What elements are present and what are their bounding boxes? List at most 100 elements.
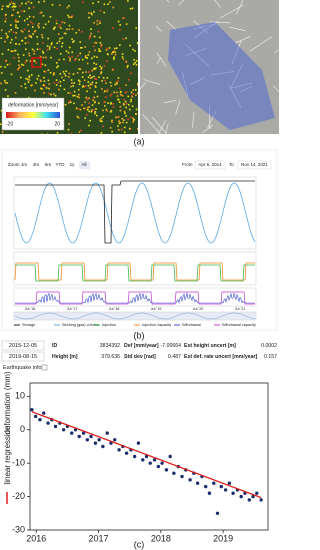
speck (103, 11, 106, 14)
speck (88, 12, 90, 14)
speck (87, 81, 90, 83)
date-box[interactable] (1, 351, 45, 362)
speck (67, 14, 69, 17)
speck (121, 117, 124, 120)
point (30, 408, 34, 412)
speck (122, 102, 125, 105)
speck (94, 41, 96, 44)
speck (97, 102, 100, 105)
speck (125, 102, 128, 105)
road (178, 0, 185, 6)
speck (99, 50, 102, 52)
point (180, 474, 184, 479)
speck (41, 88, 43, 90)
speck (36, 48, 39, 51)
speck (127, 0, 129, 2)
x-tick-label: Jul '20 (193, 307, 204, 311)
speck (69, 92, 72, 94)
speck (105, 49, 108, 51)
road (143, 79, 161, 85)
x-tick-label: Jul '17 (67, 307, 78, 311)
speck (25, 77, 27, 80)
speck (102, 115, 105, 118)
road (181, 71, 189, 96)
speck (7, 48, 10, 51)
legend-label[interactable]: Withdrawal capacity (222, 323, 256, 327)
point (164, 468, 169, 472)
speck (71, 82, 73, 84)
checkbox-label[interactable]: Earthquake info (3, 365, 42, 371)
speck (44, 23, 47, 26)
speck (131, 105, 134, 108)
legend-label[interactable]: Injection capacity (142, 323, 171, 327)
speck (17, 20, 19, 23)
speck (97, 30, 100, 33)
point (239, 494, 243, 499)
speck (32, 6, 35, 9)
speck (47, 37, 49, 40)
navigator[interactable] (13, 311, 257, 321)
speck (55, 19, 58, 22)
checkbox[interactable] (41, 364, 48, 371)
speck (7, 35, 9, 38)
speck (106, 110, 109, 112)
speck (58, 58, 60, 61)
speck (29, 35, 32, 37)
zoom-button[interactable]: 6m (45, 162, 52, 167)
legend-label[interactable]: Working (gas) volume (62, 323, 99, 327)
zoom-button[interactable]: 1y (70, 162, 76, 167)
storage-line (15, 180, 255, 244)
speck (59, 73, 62, 75)
speck (77, 55, 79, 57)
speck (11, 14, 14, 17)
speck (27, 24, 29, 26)
y-axis-label: deformation (mm) (3, 371, 12, 434)
speck (58, 25, 60, 28)
speck (78, 29, 80, 31)
speck (56, 48, 58, 50)
speck (84, 107, 87, 110)
sine-line (14, 182, 256, 244)
date-box[interactable] (237, 160, 272, 170)
zoom-button[interactable]: 3m (33, 162, 40, 167)
road (185, 44, 210, 67)
speck (117, 115, 120, 118)
legend-label[interactable]: Storage (22, 323, 35, 327)
speck (73, 82, 75, 84)
point (101, 444, 105, 449)
speck (113, 50, 115, 53)
x-tick-label: 2018 (151, 533, 171, 543)
speck (1, 53, 4, 55)
speck (39, 79, 42, 82)
colorbar-title: deformation [mm/year] (8, 102, 59, 108)
speck (115, 116, 117, 119)
zoom-button[interactable]: 1m (21, 162, 28, 167)
speck (88, 37, 91, 40)
regression-line (31, 411, 262, 499)
date-box[interactable] (194, 160, 226, 170)
zoom-button[interactable]: YTD (56, 162, 66, 167)
speck (127, 78, 130, 81)
speck (135, 94, 137, 96)
speck (55, 22, 58, 25)
speck (56, 66, 58, 69)
speck (33, 50, 35, 52)
speck (80, 129, 82, 132)
date-box[interactable] (1, 340, 45, 351)
speck (106, 47, 108, 50)
speck (83, 79, 86, 81)
speck (40, 80, 42, 83)
speck (136, 127, 138, 130)
speck (95, 81, 98, 84)
legend-label[interactable]: Withdrawal (182, 323, 201, 327)
speck (112, 27, 114, 29)
speck (65, 50, 68, 52)
speck (0, 82, 2, 85)
road (155, 26, 162, 32)
speck (102, 109, 104, 112)
legend-label[interactable]: Injection (102, 323, 116, 327)
point (168, 454, 172, 459)
speck (78, 96, 80, 99)
zoom-button[interactable]: All (81, 162, 86, 167)
speck (86, 90, 88, 93)
